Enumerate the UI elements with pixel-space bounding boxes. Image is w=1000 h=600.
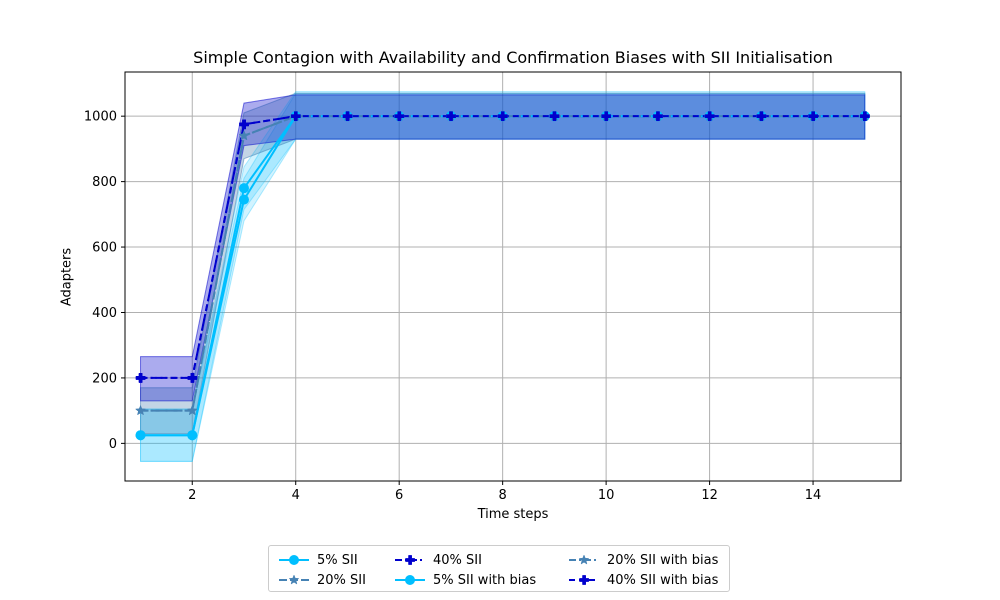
confidence-band: [140, 91, 866, 462]
data-point: [756, 111, 767, 122]
data-point: [238, 130, 250, 141]
legend-label: 20% SII with bias: [607, 552, 719, 568]
legend-marker: [405, 575, 415, 585]
legend-marker: [289, 555, 299, 565]
legend: 5% SII 20% SII 40% SII 5% SII with bias …: [268, 545, 730, 592]
legend-label: 5% SII with bias: [433, 572, 537, 588]
data-point: [601, 111, 612, 122]
legend-swatch: [395, 575, 425, 585]
data-point: [860, 111, 870, 122]
data-point: [135, 404, 146, 416]
x-tick-label: 6: [395, 488, 403, 503]
legend-item-20-sii-with-bias: 20% SII with bias: [567, 551, 718, 569]
confidence-band: [140, 92, 866, 435]
data-point: [187, 373, 198, 383]
legend-label: 5% SII: [317, 552, 358, 568]
legend-marker: [405, 555, 415, 565]
data-point: [808, 111, 819, 122]
data-point: [497, 111, 508, 122]
x-tick-label: 2: [188, 488, 196, 503]
x-axis-label: Time steps: [477, 507, 549, 522]
legend-marker: [578, 554, 590, 565]
data-point: [704, 111, 715, 122]
legend-swatch: [279, 555, 309, 565]
x-tick-label: 4: [292, 488, 300, 503]
data-point: [239, 119, 249, 130]
legend-item-40-sii: 40% SII: [393, 551, 482, 569]
legend-swatch: [569, 575, 599, 585]
x-tick-label: 14: [805, 488, 822, 503]
legend-swatch: [395, 555, 425, 565]
confidence-bands: [140, 91, 866, 462]
data-point: [653, 111, 663, 122]
x-tick-label: 12: [701, 488, 718, 503]
confidence-band: [140, 94, 866, 402]
data-point: [187, 430, 198, 441]
series-markers: [135, 110, 871, 441]
data-point: [549, 111, 560, 122]
legend-label: 20% SII: [317, 572, 366, 588]
y-tick-label: 600: [92, 241, 117, 256]
legend-marker: [579, 575, 589, 585]
legend-swatch: [569, 554, 599, 565]
legend-item-5-sii: 5% SII: [277, 551, 358, 569]
data-point: [446, 111, 456, 122]
confidence-band: [140, 94, 866, 402]
data-point: [135, 430, 146, 441]
confidence-band: [140, 92, 866, 462]
legend-label: 40% SII with bias: [607, 572, 719, 588]
legend-item-5-sii-with-bias: 5% SII with bias: [393, 571, 536, 589]
legend-item-20-sii: 20% SII: [277, 571, 366, 589]
legend-swatch: [279, 574, 309, 585]
data-point: [135, 373, 146, 383]
x-tick-label: 10: [598, 488, 615, 503]
legend-item-40-sii-with-bias: 40% SII with bias: [567, 571, 718, 589]
y-tick-label: 200: [92, 371, 117, 386]
data-point: [238, 194, 249, 205]
data-point: [342, 111, 353, 122]
legend-marker: [288, 574, 300, 585]
y-tick-label: 0: [109, 437, 117, 452]
confidence-band: [140, 92, 866, 435]
data-point: [238, 183, 249, 194]
data-point: [186, 404, 198, 416]
x-tick-label: 8: [499, 488, 507, 503]
y-tick-label: 400: [92, 306, 117, 321]
plot-frame: [124, 71, 902, 482]
series-line: [140, 115, 865, 379]
y-axis-label: Adapters: [59, 247, 75, 307]
chart-title: Simple Contagion with Availability and C…: [193, 48, 833, 67]
data-point: [394, 111, 405, 122]
y-tick-label: 800: [92, 175, 117, 190]
legend-label: 40% SII: [433, 552, 482, 568]
axes: 2 4 6 8 10 12 14 0 200 400 600 800 1000: [84, 71, 902, 503]
y-tick-label: 1000: [84, 110, 117, 125]
data-point: [290, 111, 301, 122]
